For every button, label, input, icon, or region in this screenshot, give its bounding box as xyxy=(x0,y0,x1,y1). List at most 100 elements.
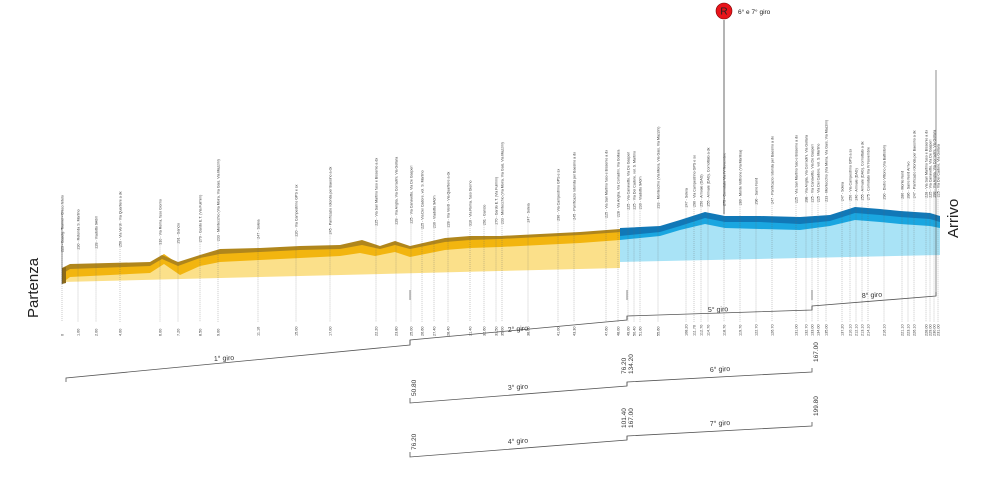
waypoint-km: 31.40 xyxy=(469,326,473,336)
waypoint-label: 228 - Via Verdi - Via Quartiere a dx xyxy=(447,172,451,228)
profile-yellow-band xyxy=(62,230,620,283)
waypoint-label: 247 - Panificazio rotonda per Baesino a … xyxy=(913,130,917,198)
waypoint-label: 225 - Via Canavetto, Via De Gasperi xyxy=(811,144,815,202)
waypoint-km: 27.40 xyxy=(433,326,437,336)
waypoint-label: 247 - Soleia xyxy=(685,188,689,207)
waypoint-km: 23.80 xyxy=(395,326,399,336)
waypoint-km: 38.00 xyxy=(527,326,531,336)
waypoint-km: 6.00 xyxy=(159,329,163,336)
waypoint-label: 290 - Via Campestrino GPS e sx xyxy=(557,169,561,221)
lap-labels: 1° giro 2° giro 5° giro 8° giro 3° giro … xyxy=(214,291,883,446)
waypoint-label: 225 - Via Dei Cadore, vol. S. Martino xyxy=(817,144,821,202)
profile-yellow-section xyxy=(62,229,622,284)
waypoint-km: 223.10 xyxy=(907,324,911,336)
waypoint-km: 8.50 xyxy=(199,329,203,336)
waypoint-km: 226.10 xyxy=(913,324,917,336)
waypoint-km: 221.10 xyxy=(901,324,905,336)
waypoint-label: 228 - Via San Martino fuso e Bissenio a … xyxy=(925,130,929,198)
waypoint-label: 233 - Montecchio (Via Moira, Via Gais, V… xyxy=(825,120,829,202)
waypoint-km: 212.10 xyxy=(855,324,859,336)
lap-7-km-end: 199.80 xyxy=(813,396,820,416)
waypoint-km: 132.70 xyxy=(805,324,809,336)
waypoint-label: 230 - Viadotto 9A0m xyxy=(433,195,437,228)
waypoint-label: 245 - Panificazio rotonda per Baesino a … xyxy=(573,152,577,220)
waypoint-label: 290 - Sarre Nord xyxy=(755,178,759,205)
profile-brown-ridge xyxy=(62,229,622,274)
waypoint-km: 111.70 xyxy=(693,325,697,336)
waypoint-label: 233 - Montecchio (Via Moira, Via Gais, V… xyxy=(657,127,661,209)
waypoint-label: 288 - Via Anglia, Via Corradini, Via Gol… xyxy=(933,130,937,198)
waypoint-label: 225 - Via Dei Cadore, vol. S. Martino xyxy=(421,170,425,228)
lap-dividers xyxy=(409,290,813,300)
waypoint-label: 288 - Via Anglia, Via Corradini, Via Gol… xyxy=(805,135,809,203)
waypoint-label: 310 - Via Roma, fuso Giorno xyxy=(469,181,473,226)
waypoint-km: 32.60 xyxy=(483,326,487,336)
waypoint-km: 1.00 xyxy=(77,329,81,336)
waypoint-label: 270 - Gardo E.T. (Via Fulmini) xyxy=(199,195,203,242)
waypoint-km: 50.40 xyxy=(633,326,637,336)
waypoint-label: 225 - Via Dei Cadore, Via Gollara xyxy=(937,144,941,197)
waypoint-labels: 223 - Baselg. Tournei - Croso Nitelo 230 … xyxy=(61,120,941,252)
waypoint-km: 131.00 xyxy=(795,324,799,336)
waypoint-label: 247 - Soleia xyxy=(257,220,261,239)
waypoint-label: 275 - Cornotato Via IV Novembre xyxy=(723,153,727,206)
lap-6-km-start: 134.20 xyxy=(628,354,635,374)
waypoint-km: 55.60 xyxy=(657,326,661,336)
waypoint-km: 22.20 xyxy=(375,326,379,336)
waypoint-label: 250 - Via Campestrino GPS a sx xyxy=(849,149,853,201)
waypoint-label: 228 - Via Anglia, Via Corradini, Via Gol… xyxy=(395,157,399,225)
waypoint-label: 230 - Viadotto 9A0m xyxy=(639,176,643,209)
lap-4-km-end: 101.40 xyxy=(621,408,628,428)
waypoint-label: 290 - Via Campestrino GPS e sx xyxy=(693,155,697,207)
km-labels: 0 1.00 2.00 4.00 6.00 7.20 8.50 9.00 11.10 15.00 1… xyxy=(61,324,941,336)
waypoint-km: 15.00 xyxy=(295,326,299,336)
lap-4-km-start: 76.20 xyxy=(411,433,418,450)
waypoint-km: 17.00 xyxy=(329,326,333,336)
waypoint-km: 229.00 xyxy=(929,324,933,336)
waypoint-label: 255 - Arrivale (DAG), Cornottato a dx xyxy=(861,141,865,200)
waypoint-km: 33.50 xyxy=(495,326,499,336)
waypoint-label: 225 - Via San Martino fuso e Bissenio a … xyxy=(375,158,379,226)
finish-label: Arrivo xyxy=(945,199,962,238)
waypoint-label: 291 - Gancio xyxy=(177,223,181,244)
marker-circle xyxy=(715,2,733,20)
waypoint-label: 223 - Baselg. Tournei - Croso Nitelo xyxy=(61,195,65,252)
waypoint-label: 225 - Via Canavetto, Via De Gasperi xyxy=(627,151,631,209)
profile-start-dark xyxy=(62,267,66,284)
start-label: Partenza xyxy=(25,257,42,318)
waypoint-label: 291 - Gancio xyxy=(483,205,487,226)
waypoint-km: 114.70 xyxy=(707,325,711,336)
lap-1-bracket xyxy=(65,340,411,382)
waypoint-km: 135.00 xyxy=(825,324,829,336)
lap-8-label: 8° giro xyxy=(862,291,883,300)
waypoint-label: 240 - Arrivale (DAG) xyxy=(855,168,859,200)
waypoint-lines xyxy=(61,197,939,322)
waypoint-label: 225 - Via San Martino fuso e Bissenio a … xyxy=(795,135,799,203)
waypoint-label: 225 - Via Dei Cadore, vol. S. Martino xyxy=(633,151,637,209)
lap-7-bracket xyxy=(626,422,813,440)
waypoint-km: 2.00 xyxy=(95,329,99,336)
waypoint-km: 41.00 xyxy=(557,326,561,336)
waypoint-km: 26.60 xyxy=(421,326,425,336)
lap-7-label: 7° giro xyxy=(710,419,731,428)
waypoint-label: 245 - Panificazio rotonda per Baesino a … xyxy=(329,166,333,234)
waypoint-km: 134.00 xyxy=(817,324,821,336)
lap-6-bracket xyxy=(626,368,813,386)
waypoint-km: 49.00 xyxy=(627,326,631,336)
lap-brackets xyxy=(65,292,937,458)
waypoint-km: 43.30 xyxy=(573,326,577,336)
waypoint-label: 228 - Viadotto 9A0m xyxy=(95,216,99,249)
profile-blue-dark xyxy=(620,207,940,236)
waypoint-label: 228 - Via Anglia, Via Corradini, Via Gol… xyxy=(617,150,621,218)
waypoint-label: 233 - Montecchio (Via Moira, Via Gais, V… xyxy=(217,159,221,241)
lap-4-label: 4° giro xyxy=(508,437,529,446)
waypoint-km: 9.00 xyxy=(217,329,221,336)
waypoint-label: 225 - Via San Martino fuso e Bissenio a … xyxy=(605,150,609,218)
waypoint-km: 126.70 xyxy=(771,324,775,336)
waypoint-label: 230 - Rotonda S. Martino xyxy=(77,209,81,249)
waypoint-label: 233 - Montecchio (Via Moira, Via Gais, V… xyxy=(501,142,505,224)
waypoint-km: 231.00 xyxy=(937,324,941,336)
waypoint-label: 275 - Cornotato Via IV Novembre xyxy=(867,147,871,200)
lap-km-labels: 50.80 76.20 134.20 167.00 76.20 101.40 1… xyxy=(411,342,820,450)
